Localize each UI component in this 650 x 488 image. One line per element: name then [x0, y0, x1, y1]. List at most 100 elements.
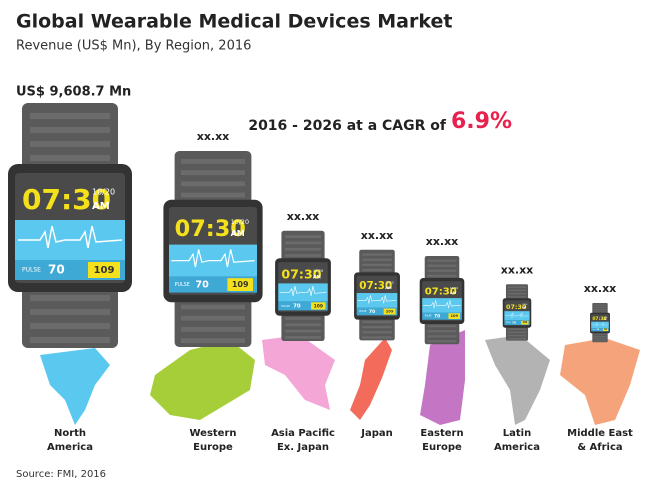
screen-bottom: [356, 307, 398, 316]
region-map: [150, 340, 255, 420]
watch-ampm: AM: [231, 229, 245, 238]
strap-groove: [427, 274, 457, 277]
region-name: Ex. Japan: [277, 442, 329, 453]
reading-box: [88, 262, 120, 278]
watch-date: 10/20: [231, 218, 249, 226]
strap-groove: [181, 192, 245, 198]
strap-groove: [30, 113, 110, 119]
pulse-value: 70: [596, 329, 599, 331]
strap-groove: [507, 289, 527, 292]
strap-groove: [285, 254, 321, 257]
cagr-text: 2016 - 2026 at a CAGR of: [248, 118, 447, 134]
ecg-line: [357, 295, 397, 304]
cagr-value: 6.9%: [451, 109, 512, 134]
value-label: xx.xx: [361, 229, 394, 242]
reading-value: 109: [314, 303, 323, 309]
strap-groove: [362, 336, 392, 339]
strap-groove: [593, 309, 607, 311]
region-map: [485, 335, 550, 425]
watch-ampm: AM: [385, 286, 392, 290]
region-name: Latin: [503, 428, 531, 439]
strap-groove: [362, 253, 392, 256]
screen-bottom: [504, 320, 530, 325]
reading-value: 109: [604, 329, 607, 331]
strap-groove: [593, 340, 607, 342]
strap-groove: [507, 331, 527, 334]
strap-groove: [285, 247, 321, 251]
title: Global Wearable Medical Devices Market: [16, 11, 452, 33]
strap-groove: [362, 268, 392, 272]
region-map: [40, 348, 110, 425]
source: Source: FMI, 2016: [16, 469, 106, 480]
value-label: xx.xx: [501, 263, 534, 276]
region-name: Asia Pacific: [271, 428, 335, 439]
strap-groove: [30, 141, 110, 147]
pulse-label: PULSE: [425, 315, 432, 318]
strap-groove: [30, 295, 110, 301]
strap-groove: [181, 338, 245, 343]
pulse-value: 70: [369, 309, 375, 315]
strap-groove: [593, 335, 607, 337]
strap-groove: [362, 331, 392, 334]
watch-ampm: AM: [522, 306, 527, 309]
region-name: Western: [189, 428, 236, 439]
strap-groove: [507, 328, 527, 330]
reading-value: 109: [450, 314, 458, 318]
value-label: xx.xx: [287, 210, 320, 223]
pulse-value: 70: [512, 321, 516, 325]
watch-ampm: AM: [92, 201, 110, 212]
strap-groove: [285, 235, 321, 238]
reading-box: [448, 313, 460, 319]
reading-box: [602, 328, 608, 331]
pulse-label: PULSE: [506, 322, 510, 324]
region-name: Europe: [422, 442, 462, 453]
region-name: & Africa: [577, 442, 622, 453]
strap-groove: [427, 264, 457, 267]
strap-groove: [362, 325, 392, 329]
region-name: America: [47, 442, 93, 453]
strap-groove: [593, 338, 607, 340]
strap-groove: [362, 263, 392, 267]
watch-date: 10/20: [522, 304, 528, 306]
watch-ampm: AM: [313, 275, 321, 281]
region-map: [262, 335, 335, 410]
strap-groove: [593, 333, 607, 335]
watch-ampm: AM: [450, 291, 457, 295]
watch-date: 10/20: [313, 269, 324, 273]
strap-groove: [507, 296, 527, 298]
strap-groove: [181, 304, 245, 310]
ecg-line: [18, 225, 123, 249]
region-name: North: [54, 428, 86, 439]
strap-groove: [593, 311, 607, 313]
region-map: [350, 338, 392, 420]
pulse-label: PULSE: [359, 310, 367, 313]
pulse-label: PULSE: [22, 267, 41, 274]
watch-date: 10/20: [450, 286, 458, 290]
strap-groove: [362, 258, 392, 261]
ecg-line: [505, 312, 529, 318]
strap-groove: [507, 292, 527, 295]
screen-bottom: [591, 328, 609, 332]
pulse-value: 70: [293, 303, 301, 309]
strap-groove: [507, 338, 527, 340]
strap-groove: [285, 336, 321, 339]
strap-groove: [181, 327, 245, 332]
watch-time: 07:30: [425, 286, 457, 297]
ecg-line: [423, 300, 461, 309]
strap-groove: [427, 259, 457, 262]
pulse-value: 70: [434, 314, 440, 320]
reading-value: 109: [94, 265, 115, 276]
strap-groove: [593, 306, 607, 308]
pulse-label: PULSE: [175, 282, 190, 288]
ecg-line: [591, 322, 609, 327]
strap-groove: [285, 317, 321, 320]
reading-box: [227, 278, 253, 291]
region-name: America: [494, 442, 540, 453]
strap-groove: [285, 241, 321, 245]
strap-groove: [285, 329, 321, 333]
subtitle: Revenue (US$ Mn), By Region, 2016: [16, 39, 251, 54]
